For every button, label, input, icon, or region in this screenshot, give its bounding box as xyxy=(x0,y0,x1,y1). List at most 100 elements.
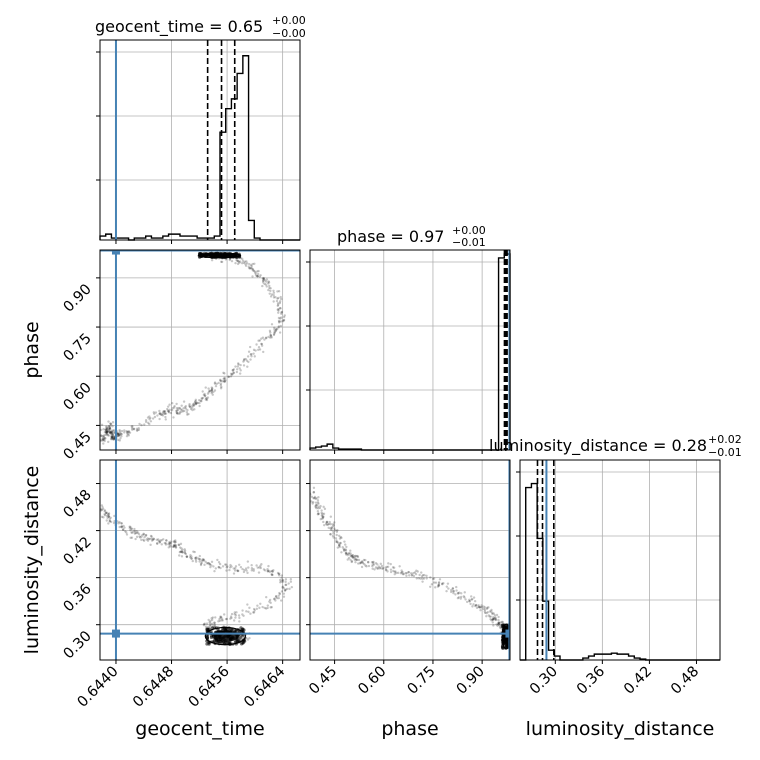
sample-point xyxy=(386,565,390,568)
sample-point xyxy=(139,536,142,539)
sample-point xyxy=(494,617,497,620)
sample-point xyxy=(259,602,262,606)
sample-point xyxy=(184,407,188,410)
sample-point xyxy=(224,258,228,261)
sample-point xyxy=(110,435,114,438)
sample-point xyxy=(105,430,109,434)
sample-point xyxy=(386,570,389,573)
sample-point xyxy=(284,583,287,587)
tick-label-y-luminosity-distance: 0.36 xyxy=(61,581,95,615)
sample-point xyxy=(150,537,153,540)
sample-point xyxy=(344,549,348,552)
sample-point xyxy=(198,558,202,561)
sample-point xyxy=(334,537,338,540)
sample-point xyxy=(106,516,109,520)
sample-point xyxy=(344,543,347,546)
sample-point xyxy=(307,492,309,494)
sample-point xyxy=(182,400,186,403)
sample-point xyxy=(440,582,444,585)
sample-point xyxy=(271,570,274,573)
sample-point xyxy=(253,355,256,358)
sample-point-dense xyxy=(241,634,245,638)
sample-point xyxy=(200,398,204,401)
sample-point xyxy=(109,431,112,435)
sample-point xyxy=(199,562,203,565)
sample-point xyxy=(106,426,109,430)
sample-point xyxy=(123,429,126,432)
tick-label-x-phase: 0.90 xyxy=(454,664,488,698)
sample-point xyxy=(180,404,183,407)
sample-point xyxy=(272,300,275,303)
sample-point xyxy=(255,343,258,346)
sample-point xyxy=(107,425,111,428)
sample-point xyxy=(198,404,201,408)
sample-point xyxy=(242,261,246,265)
sample-point xyxy=(180,555,184,558)
sample-point xyxy=(113,514,116,518)
sample-point xyxy=(384,568,388,571)
sample-point xyxy=(245,610,248,613)
sample-point xyxy=(457,592,460,595)
sample-point xyxy=(256,270,259,273)
sample-point xyxy=(118,520,121,524)
sample-point xyxy=(159,539,162,542)
sample-point xyxy=(174,546,178,549)
sample-point xyxy=(234,616,237,619)
sample-point xyxy=(270,572,273,576)
sample-point xyxy=(499,621,503,624)
sample-point xyxy=(283,314,286,317)
sample-point xyxy=(213,621,216,624)
sample-point xyxy=(377,565,381,568)
sample-point xyxy=(107,429,110,432)
sample-point xyxy=(278,331,282,334)
sample-point xyxy=(228,568,231,572)
sample-point xyxy=(312,500,315,504)
sample-point xyxy=(142,532,145,536)
sample-point xyxy=(275,299,279,303)
sample-point xyxy=(436,585,440,588)
sample-point xyxy=(250,353,253,356)
sample-point xyxy=(264,283,267,286)
sample-point xyxy=(336,541,340,544)
sample-point xyxy=(266,604,270,607)
sample-point xyxy=(198,401,201,405)
sample-point xyxy=(273,597,276,600)
sample-point xyxy=(110,431,113,434)
tick-label-y-phase: 0.60 xyxy=(61,380,95,414)
sample-point xyxy=(102,428,105,431)
sample-point xyxy=(238,620,241,623)
sample-point xyxy=(171,401,174,405)
tick-label-x-geocent-time: 0.6448 xyxy=(130,664,177,711)
sample-point xyxy=(204,386,207,389)
sample-point xyxy=(127,429,131,433)
sample-point xyxy=(464,598,467,601)
sample-point xyxy=(335,540,338,544)
sample-point xyxy=(342,549,346,552)
sample-point xyxy=(104,431,108,434)
sample-point xyxy=(200,396,204,400)
sample-point xyxy=(280,297,283,301)
sample-point xyxy=(310,495,314,499)
sample-point xyxy=(209,619,212,623)
sample-point xyxy=(487,614,490,617)
sample-point xyxy=(262,279,265,282)
sample-point xyxy=(373,568,376,571)
sample-point xyxy=(350,560,354,563)
sample-point xyxy=(201,558,204,561)
sample-point xyxy=(220,260,223,264)
sample-point xyxy=(307,493,309,495)
sample-point xyxy=(229,615,233,618)
sample-point xyxy=(110,431,113,434)
sample-point xyxy=(376,563,379,566)
sample-point xyxy=(471,605,474,608)
sample-point xyxy=(206,562,210,565)
sample-point xyxy=(475,606,479,610)
sample-point xyxy=(104,429,108,433)
sample-point xyxy=(183,406,187,409)
sample-point xyxy=(203,392,206,396)
sample-point xyxy=(200,561,203,565)
sample-point xyxy=(235,611,238,614)
sample-point xyxy=(155,538,158,541)
sample-point xyxy=(156,538,160,541)
sample-point xyxy=(204,625,208,628)
